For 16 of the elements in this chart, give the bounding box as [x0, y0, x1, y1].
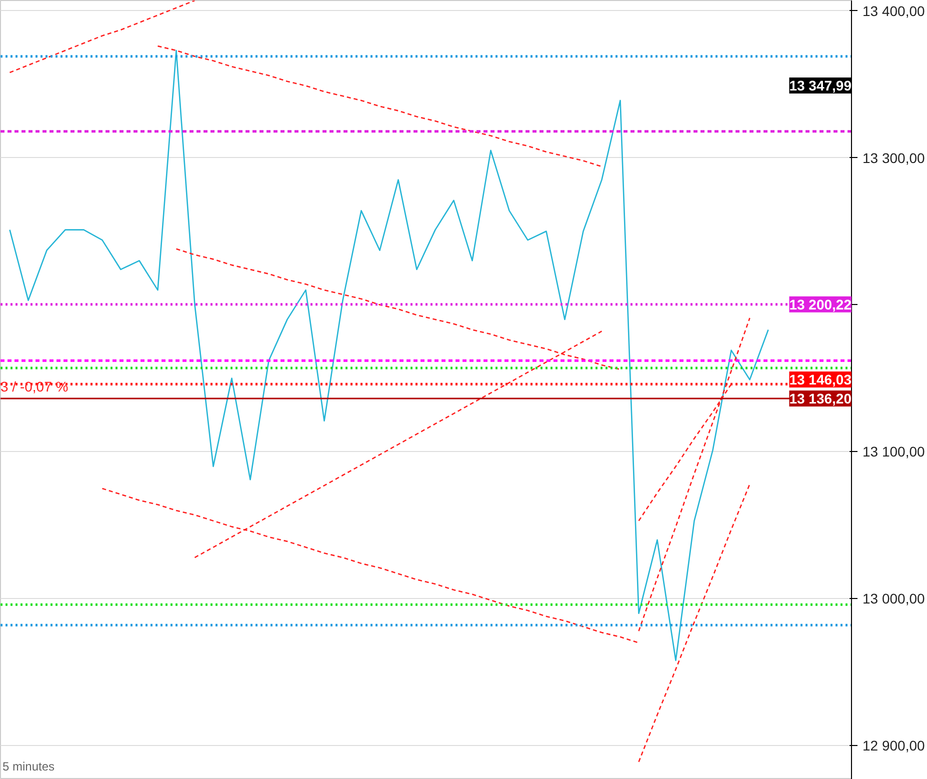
line-series — [638, 317, 750, 632]
y-tick-label: 12 900,00 — [862, 738, 925, 754]
line-series — [9, 0, 196, 74]
y-tick-label: 13 000,00 — [862, 590, 925, 607]
annotation: 5 minutes — [2, 760, 55, 774]
y-tick-label: 13 400,00 — [862, 2, 925, 19]
line-series — [157, 45, 602, 168]
annotation: 3 / -0,07 % — [0, 378, 68, 394]
line-series — [638, 483, 750, 763]
ref-line-label: 13 136,20 — [789, 390, 852, 407]
line-series — [9, 50, 769, 662]
ref-line-label: 13 146,03 — [789, 372, 852, 388]
ref-line-label: 13 200,22 — [789, 296, 852, 312]
y-tick-label: 13 100,00 — [862, 444, 925, 460]
y-tick-label: 13 300,00 — [862, 150, 925, 166]
text: 13 347,99 — [789, 78, 852, 94]
